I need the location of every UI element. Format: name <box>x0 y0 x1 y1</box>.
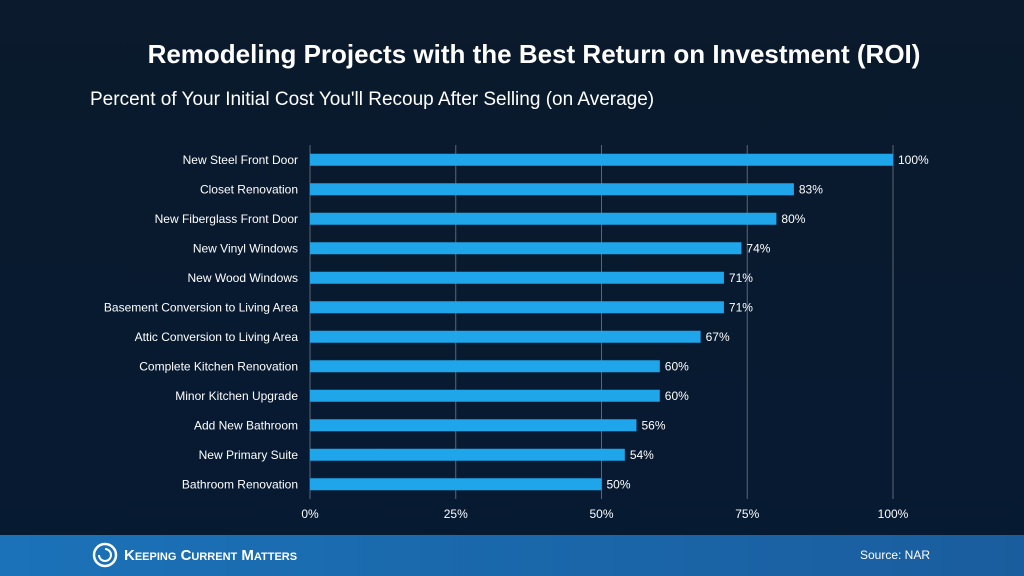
brand-logo <box>92 542 118 568</box>
source-note: Source: NAR <box>860 548 930 562</box>
y-tick-label: New Wood Windows <box>188 271 298 285</box>
bar <box>310 360 660 373</box>
bar <box>310 389 660 402</box>
bar <box>310 271 724 284</box>
data-label: 60% <box>665 389 689 403</box>
data-label: 56% <box>641 418 665 432</box>
brand-name: Keeping Current Matters <box>124 547 297 564</box>
bar <box>310 478 602 491</box>
data-label: 71% <box>729 271 753 285</box>
y-tick-label: Minor Kitchen Upgrade <box>175 389 298 403</box>
y-tick-label: New Primary Suite <box>199 448 299 462</box>
data-label: 100% <box>898 153 929 167</box>
bar <box>310 242 742 255</box>
data-label: 54% <box>630 448 654 462</box>
x-tick-label: 75% <box>735 507 759 521</box>
y-tick-label: New Vinyl Windows <box>193 241 298 255</box>
bar <box>310 419 637 432</box>
data-label: 60% <box>665 359 689 373</box>
x-tick-label: 50% <box>589 507 613 521</box>
y-tick-label: Complete Kitchen Renovation <box>139 359 298 373</box>
bar <box>310 448 625 461</box>
data-label: 50% <box>607 477 631 491</box>
x-tick-label: 25% <box>444 507 468 521</box>
bar <box>310 330 701 343</box>
y-tick-label: Closet Renovation <box>200 182 298 196</box>
bar <box>310 183 794 196</box>
y-tick-label: Bathroom Renovation <box>182 477 298 491</box>
x-tick-label: 0% <box>301 507 319 521</box>
bar <box>310 212 777 225</box>
footer-bar <box>0 535 1024 576</box>
data-label: 74% <box>746 241 770 255</box>
y-tick-label: Attic Conversion to Living Area <box>135 330 299 344</box>
x-tick-label: 100% <box>878 507 909 521</box>
chart-title: Remodeling Projects with the Best Return… <box>148 39 921 69</box>
y-tick-label: Add New Bathroom <box>194 418 298 432</box>
data-label: 67% <box>706 330 730 344</box>
y-tick-label: Basement Conversion to Living Area <box>104 300 298 314</box>
chart-subtitle: Percent of Your Initial Cost You'll Reco… <box>90 89 654 110</box>
data-label: 71% <box>729 300 753 314</box>
bar <box>310 153 893 166</box>
y-tick-label: New Fiberglass Front Door <box>155 212 298 226</box>
data-label: 80% <box>781 212 805 226</box>
data-label: 83% <box>799 182 823 196</box>
bar <box>310 301 724 314</box>
y-tick-label: New Steel Front Door <box>183 153 298 167</box>
